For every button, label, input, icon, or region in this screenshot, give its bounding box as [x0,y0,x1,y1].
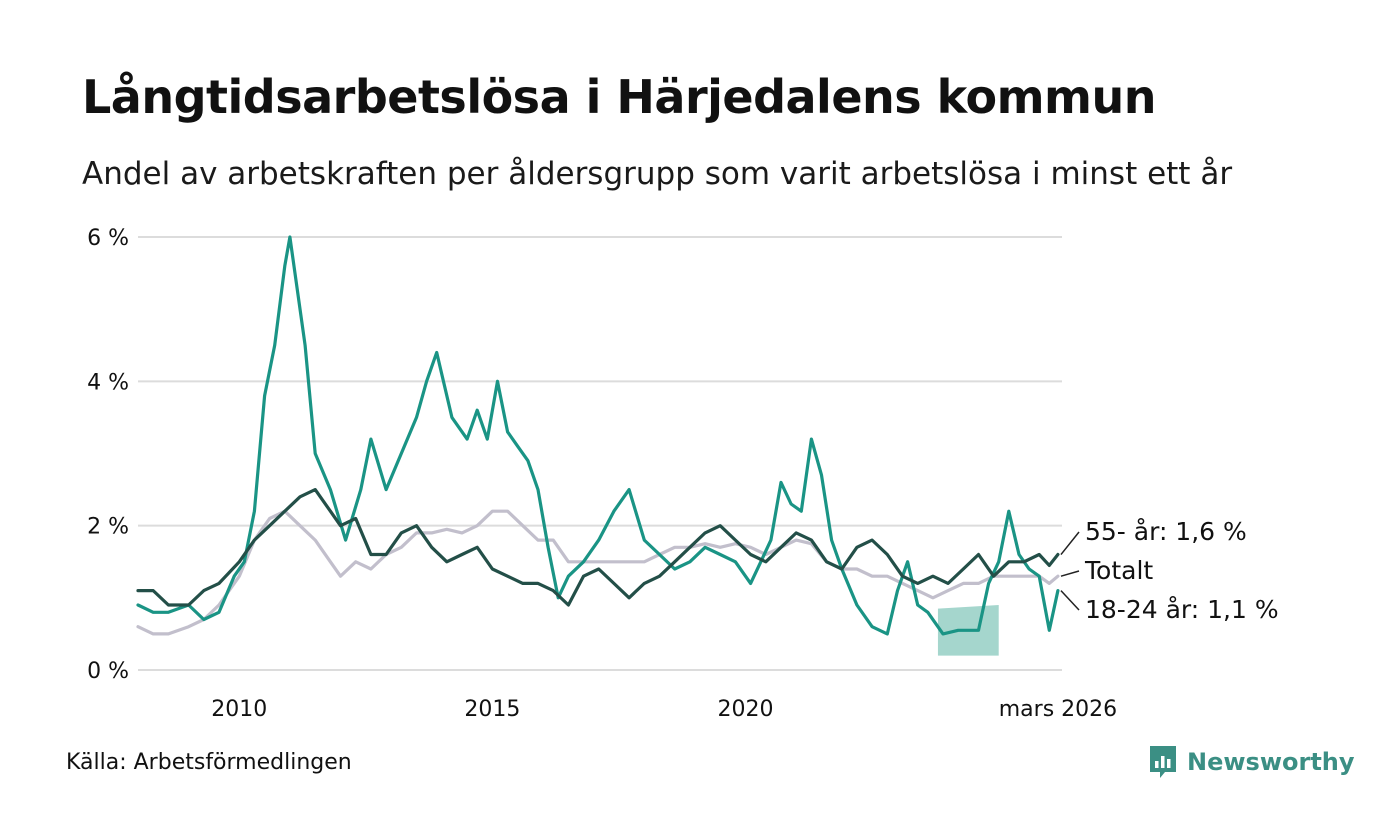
y-tick-label: 4 % [87,370,129,395]
newsworthy-logo: Newsworthy [1148,744,1355,780]
label-connector [1060,570,1080,577]
source-note: Källa: Arbetsförmedlingen [66,750,352,775]
y-tick-label: 2 % [87,515,129,540]
y-tick-label: 0 % [87,659,129,684]
chart-subtitle: Andel av arbetskraften per åldersgrupp s… [82,156,1233,192]
label-connector [1060,590,1080,611]
series-label: 18-24 år: 1,1 % [1085,595,1279,624]
x-tick-label: 2020 [718,697,774,722]
series-label: Totalt [1084,556,1153,585]
label-connector [1060,531,1080,556]
newsworthy-logo-icon [1150,746,1176,778]
series-labels: 55- år: 1,6 % Totalt 18-24 år: 1,1 % [1060,517,1279,624]
x-axis: 2010 2015 2020 mars 2026 [211,697,1117,722]
gridlines [138,236,1062,671]
series-lines [136,235,1060,636]
chart-title: Långtidsarbetslösa i Härjedalens kommun [82,70,1157,124]
x-tick-label: 2015 [464,697,520,722]
series-line [136,235,1060,636]
series-line [136,509,1060,636]
x-tick-label: 2010 [211,697,267,722]
y-axis: 0 % 2 % 4 % 6 % [87,226,129,684]
newsworthy-logo-text: Newsworthy [1187,748,1355,776]
x-tick-label: mars 2026 [999,697,1117,722]
series-line [136,488,1060,607]
series-label: 55- år: 1,6 % [1085,517,1247,546]
y-tick-label: 6 % [87,226,129,251]
